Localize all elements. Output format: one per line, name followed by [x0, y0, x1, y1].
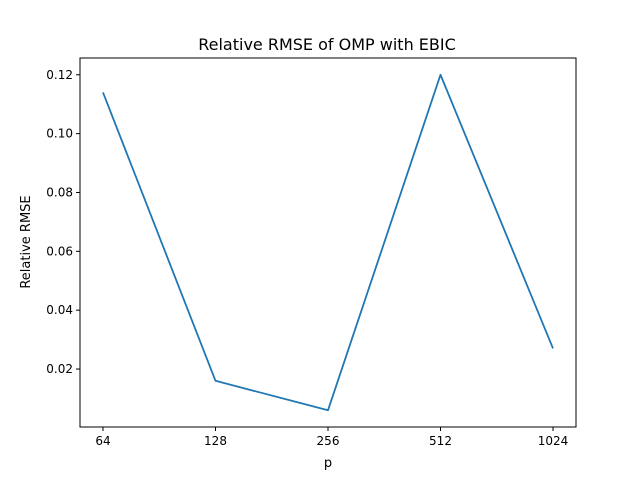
y-axis-label: Relative RMSE — [19, 195, 34, 288]
y-tick-label: 0.10 — [46, 127, 73, 141]
y-tick-label: 0.08 — [46, 185, 73, 199]
series-layer — [102, 73, 554, 412]
x-axis-label: p — [324, 456, 332, 471]
y-tick-label: 0.02 — [46, 362, 73, 376]
x-tick-label: 512 — [429, 434, 452, 448]
y-tick-label: 0.06 — [46, 244, 73, 258]
x-tick-label: 128 — [204, 434, 227, 448]
y-tick-label: 0.12 — [46, 68, 73, 82]
x-tick-label: 256 — [317, 434, 340, 448]
plot-area-frame — [79, 57, 577, 428]
x-tick-label: 1024 — [538, 434, 569, 448]
series-line — [102, 73, 554, 412]
chart-title: Relative RMSE of OMP with EBIC — [198, 35, 456, 54]
x-tick-label: 64 — [95, 434, 110, 448]
y-tick-label: 0.04 — [46, 303, 73, 317]
x-axis-ticks: 64 128 256 512 1024 — [95, 427, 568, 448]
y-axis-ticks: 0.02 0.04 0.06 0.08 0.10 0.12 — [46, 68, 80, 376]
